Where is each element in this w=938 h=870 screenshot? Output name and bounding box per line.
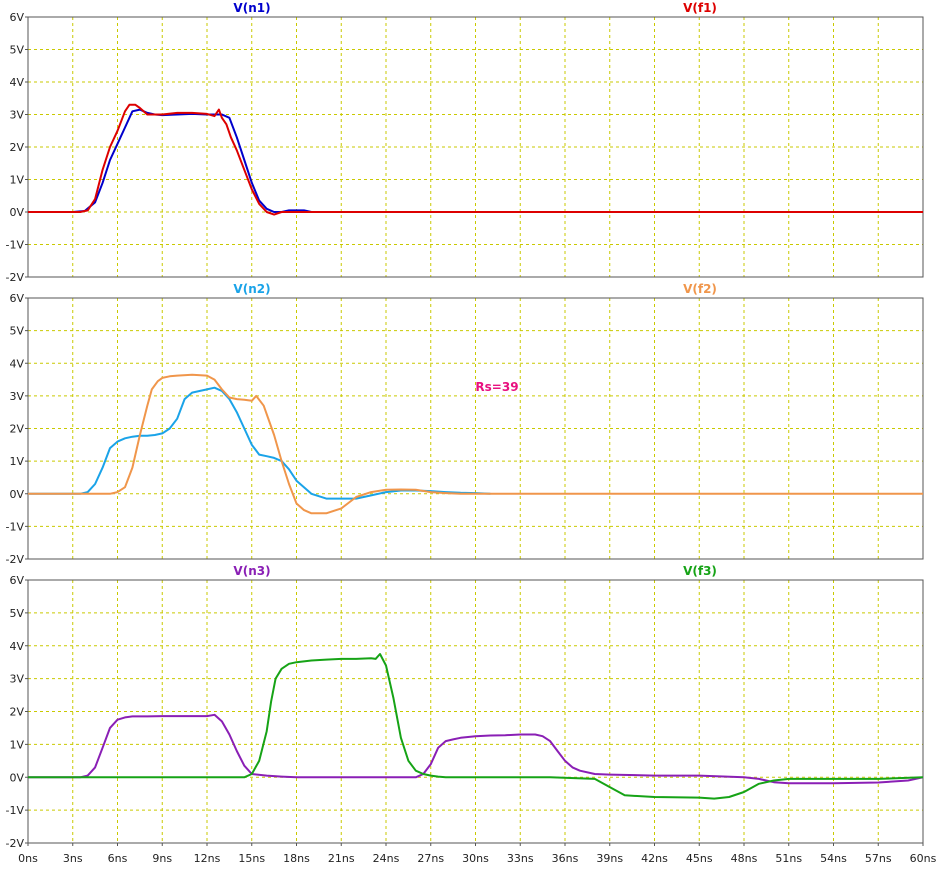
x-tick-label: 21ns: [328, 852, 355, 865]
y-tick-label: 1V: [9, 455, 24, 468]
y-tick-label: 6V: [9, 574, 24, 587]
x-tick-label: 45ns: [686, 852, 713, 865]
trace-label[interactable]: V(n3): [233, 564, 270, 578]
trace-label[interactable]: V(f3): [683, 564, 717, 578]
trace-vn2: [28, 386, 491, 500]
trace-vn3: [28, 713, 924, 785]
y-tick-label: 4V: [9, 640, 24, 653]
y-tick-label: -2V: [6, 271, 25, 284]
x-tick-label: 30ns: [462, 852, 489, 865]
x-tick-label: 12ns: [194, 852, 221, 865]
y-tick-label: 1V: [9, 738, 24, 751]
y-tick-label: 0V: [9, 206, 24, 219]
y-tick-label: 1V: [9, 174, 24, 187]
y-tick-label: 4V: [9, 357, 24, 370]
x-tick-label: 36ns: [552, 852, 579, 865]
x-tick-label: 6ns: [108, 852, 128, 865]
y-tick-label: 6V: [9, 11, 24, 24]
plot-pane-1: 6V 5V 4V 3V 2V 1V 0V -1V -2V V(n1) V(f1): [6, 1, 924, 284]
y-tick-label: -1V: [6, 804, 25, 817]
x-tick-label: 15ns: [238, 852, 265, 865]
x-tick-label: 54ns: [820, 852, 847, 865]
x-tick-label: 42ns: [641, 852, 668, 865]
y-tick-label: 2V: [9, 141, 24, 154]
x-tick-label: 3ns: [63, 852, 83, 865]
x-tick-label: 33ns: [507, 852, 534, 865]
x-tick-label: 51ns: [775, 852, 802, 865]
x-tick-label: 9ns: [152, 852, 172, 865]
x-tick-label: 18ns: [283, 852, 310, 865]
trace-vf2: [28, 373, 923, 515]
x-tick-label: 39ns: [596, 852, 623, 865]
y-tick-label: 6V: [9, 292, 24, 305]
trace-label[interactable]: V(f2): [683, 282, 717, 296]
trace-label[interactable]: V(n2): [233, 282, 270, 296]
y-tick-label: 3V: [9, 390, 24, 403]
y-tick-label: 4V: [9, 76, 24, 89]
plot-pane-2: 6V 5V 4V 3V 2V 1V 0V -1V -2V V(n2) V(f2) Rs=39: [6, 282, 924, 566]
y-tick-label: 0V: [9, 771, 24, 784]
trace-vf1: [28, 103, 923, 216]
trace-label[interactable]: V(f1): [683, 1, 717, 15]
y-tick-label: 3V: [9, 109, 24, 122]
y-tick-label: 2V: [9, 706, 24, 719]
y-tick-label: 5V: [9, 44, 24, 57]
trace-vf3: [28, 653, 924, 800]
x-tick-label: 27ns: [417, 852, 444, 865]
y-tick-label: 2V: [9, 423, 24, 436]
y-tick-label: -1V: [6, 239, 25, 252]
y-tick-label: -2V: [6, 553, 25, 566]
y-tick-label: 5V: [9, 607, 24, 620]
x-tick-label: 60ns: [910, 852, 937, 865]
annotation-label: Rs=39: [475, 380, 518, 394]
y-tick-label: -1V: [6, 520, 25, 533]
x-tick-label: 0ns: [18, 852, 38, 865]
x-tick-label: 57ns: [865, 852, 892, 865]
x-tick-label: 24ns: [373, 852, 400, 865]
trace-label[interactable]: V(n1): [233, 1, 270, 15]
y-tick-label: 3V: [9, 673, 24, 686]
y-tick-label: 5V: [9, 325, 24, 338]
y-tick-label: -2V: [6, 837, 25, 850]
plot-pane-3: 6V 5V 4V 3V 2V 1V 0V -1V -2V 0ns 3ns 6ns 9ns 12ns 15ns…: [6, 564, 937, 865]
x-tick-label: 48ns: [731, 852, 758, 865]
y-tick-label: 0V: [9, 488, 24, 501]
trace-vn1: [28, 108, 312, 213]
